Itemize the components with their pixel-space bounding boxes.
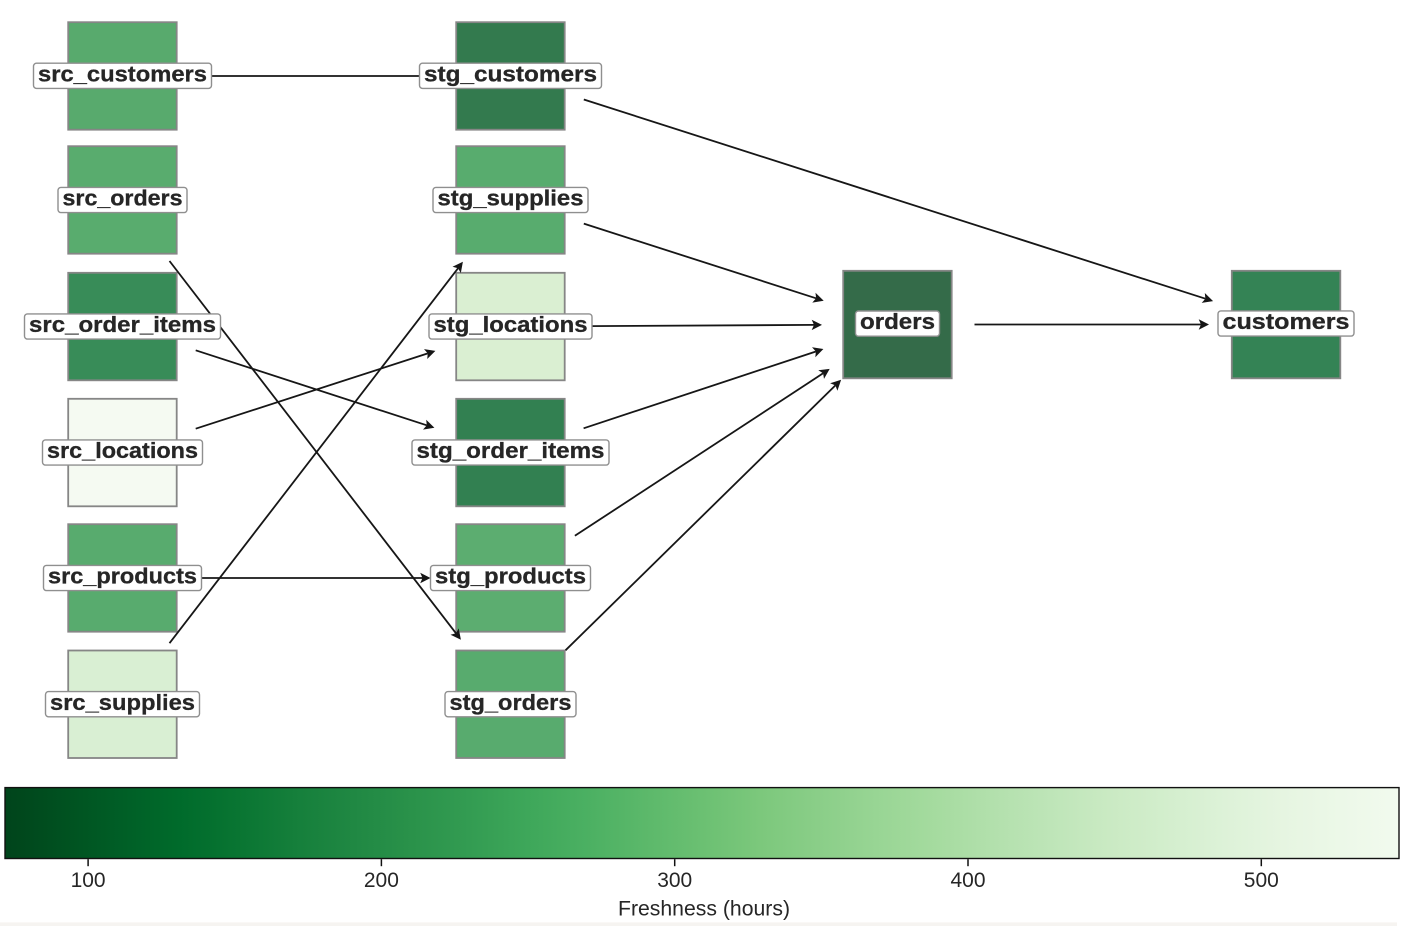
svg-text:src_products: src_products xyxy=(48,564,197,589)
svg-text:400: 400 xyxy=(951,868,986,892)
svg-text:customers: customers xyxy=(1223,309,1350,334)
svg-text:500: 500 xyxy=(1244,868,1279,892)
svg-text:stg_products: stg_products xyxy=(435,564,586,589)
svg-text:src_customers: src_customers xyxy=(38,61,207,86)
svg-text:stg_supplies: stg_supplies xyxy=(438,186,584,211)
svg-text:200: 200 xyxy=(364,868,399,892)
svg-text:orders: orders xyxy=(860,309,935,334)
svg-text:stg_locations: stg_locations xyxy=(434,312,588,337)
svg-text:src_order_items: src_order_items xyxy=(29,312,216,337)
svg-text:Freshness (hours): Freshness (hours) xyxy=(618,897,790,920)
svg-text:300: 300 xyxy=(657,868,692,892)
svg-text:stg_customers: stg_customers xyxy=(424,61,597,86)
svg-text:100: 100 xyxy=(71,868,106,892)
svg-text:src_locations: src_locations xyxy=(47,438,198,463)
svg-text:src_supplies: src_supplies xyxy=(50,690,195,715)
svg-text:src_orders: src_orders xyxy=(63,186,183,211)
svg-text:stg_orders: stg_orders xyxy=(450,690,572,715)
svg-text:stg_order_items: stg_order_items xyxy=(417,438,605,463)
